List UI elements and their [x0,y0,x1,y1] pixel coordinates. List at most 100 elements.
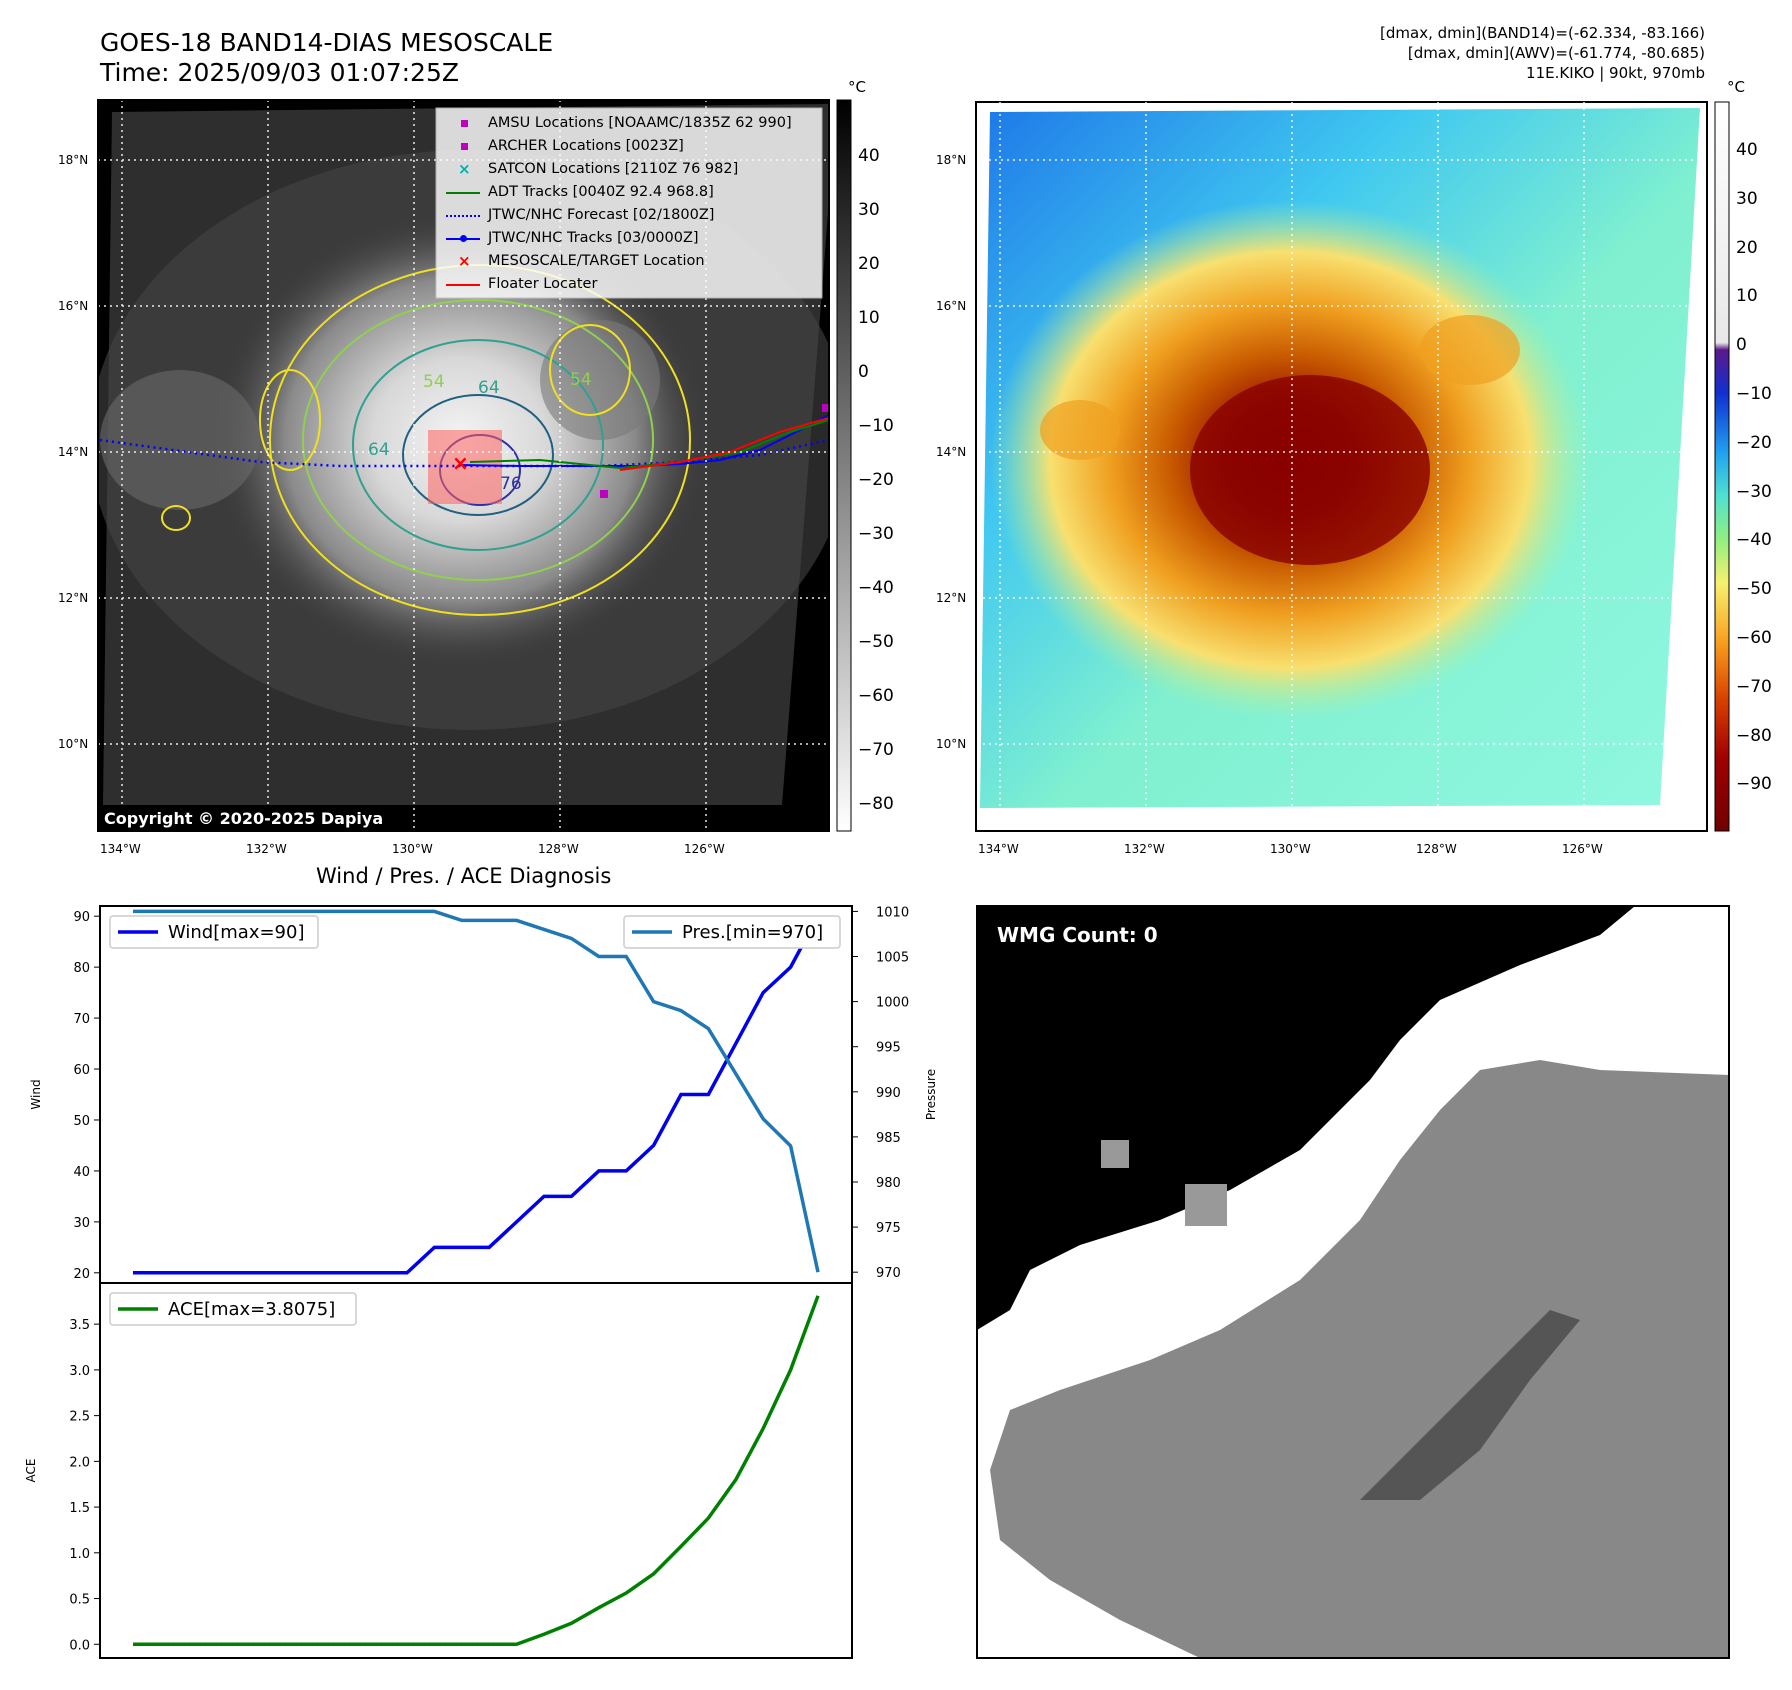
wmg-cell-2 [1185,1184,1227,1226]
wind-legend-box [109,915,319,949]
legend-swatch [446,227,482,250]
wind-tick-label: 70 [73,1012,90,1027]
lon-label-128-left: 128°W [538,842,579,856]
legend-swatch [446,204,482,227]
awv-grid [977,102,1708,831]
ace-legend-label: ACE[max=3.8075] [168,1299,335,1320]
legend-label: Floater Locater [488,276,598,292]
colorbar-tick: −40 [858,578,894,598]
colorbar-tick: −80 [1736,725,1772,746]
wind-series-line [133,915,820,1275]
lat-label-14-right: 14°N [936,445,967,459]
figure-title: GOES-18 BAND14-DIAS MESOSCALE Time: 2025… [100,28,553,88]
contour-54 [302,299,654,581]
awv-map-panel [975,101,1708,832]
legend-swatch [446,273,482,296]
legend-swatch [446,112,482,135]
legend-entry: JTWC/NHC Forecast [02/1800Z] [446,204,822,227]
colorbar-tick: 10 [858,308,880,328]
archer-marker [600,490,608,498]
legend-label: JTWC/NHC Forecast [02/1800Z] [488,207,715,223]
ace-series-line [133,1295,820,1647]
ace-axis-label: ACE [24,1459,38,1483]
ace-tick-label: 2.0 [69,1455,90,1470]
ace-tick-label: 1.0 [69,1547,90,1562]
ace-frame [99,1282,853,1659]
lat-label-18-right: 18°N [936,153,967,167]
contour-64 [352,339,604,551]
wind-pressure-frame [99,905,853,1284]
legend-box [435,107,823,299]
pressure-tick-label: 1005 [876,951,909,966]
diagnosis-title: Wind / Pres. / ACE Diagnosis [316,864,612,888]
lon-label-132-left: 132°W [246,842,287,856]
pressure-tick-label: 990 [876,1086,901,1101]
colorbar-tick: −60 [1736,628,1772,648]
amsu-marker [822,404,829,412]
pressure-tick-label: 1000 [876,996,909,1011]
lon-label-126-right: 126°W [1562,842,1603,856]
legend-entry: ADT Tracks [0040Z 92.4 968.8] [446,181,822,204]
awv-cell-east [1420,315,1520,385]
legend-entry: Floater Locater [446,273,822,296]
track-legend [435,107,823,299]
ace-tick-label: 2.5 [69,1410,90,1425]
colorbar-tick: −70 [858,740,894,760]
colorbar-tick: 20 [1736,237,1758,258]
lat-label-18-left: 18°N [58,153,89,167]
colorbar-tick: −50 [858,632,894,652]
title-line-2: Time: 2025/09/03 01:07:25Z [100,58,459,87]
colorbar-tick: 40 [1736,140,1758,160]
legend-swatch [446,181,482,204]
pressure-axis-label: Pressure [924,1069,938,1120]
colorbar-tick: −30 [858,524,894,544]
pressure-tick-label: 985 [876,1131,901,1146]
wmg-gray-region [990,1060,1729,1658]
colorbar-tick: −40 [1736,530,1772,551]
lon-label-128-right: 128°W [1416,842,1457,856]
legend-entry: × SATCON Locations [2110Z 76 982] [446,158,822,181]
ace-legend-box [109,1292,357,1326]
wmg-cell-1 [1101,1140,1129,1168]
lat-label-16-right: 16°N [936,299,967,313]
contour-inner [402,394,554,516]
legend-entry: ARCHER Locations [0023Z] [446,135,822,158]
colorbar-tick: 0 [858,362,869,382]
copyright-label: Copyright © 2020-2025 Dapiya [100,808,388,829]
lon-label-132-right: 132°W [1124,842,1165,856]
ace-tick-label: 1.5 [69,1501,90,1516]
ace-tick-label: 0.5 [69,1593,90,1608]
gray-colorbar [836,99,852,832]
wmg-count-label: WMG Count: 0 [997,923,1158,947]
wmg-dark-band [1360,1310,1580,1500]
lon-label-130-right: 130°W [1270,842,1311,856]
lon-label-130-left: 130°W [392,842,433,856]
colorbar-tick: −20 [1736,432,1772,453]
contour-label-64a: 64 [478,378,500,398]
legend-label: SATCON Locations [2110Z 76 982] [488,161,739,177]
contour-west-cell [161,505,191,531]
wind-tick-label: 40 [73,1165,90,1180]
target-marker: × [452,451,469,475]
legend-entry: JTWC/NHC Tracks [03/0000Z] [446,227,822,250]
colorbar-tick: −70 [1736,676,1772,697]
ace-tick-label: 3.0 [69,1364,90,1379]
lon-label-134-right: 134°W [978,842,1019,856]
lat-label-14-left: 14°N [58,445,89,459]
awv-eye-region [1190,375,1430,565]
colorbar-tick: −30 [1736,481,1772,502]
lat-label-16-left: 16°N [58,299,89,313]
wmg-frame [976,905,1730,1659]
cloud-west [100,370,260,510]
colorbar-tick: −60 [858,686,894,706]
legend-swatch: × [458,160,471,178]
wind-tick-label: 50 [73,1114,90,1129]
contour-label-76: 76 [500,474,522,494]
colorbar-tick: 20 [858,254,880,274]
color-colorbar-unit: °C [1727,78,1745,96]
pressure-tick-label: 970 [876,1266,901,1281]
legend-entry: × MESOSCALE/TARGET Location [446,250,822,273]
pressure-tick-label: 1010 [876,905,909,920]
colorbar-tick: 10 [1736,286,1758,307]
